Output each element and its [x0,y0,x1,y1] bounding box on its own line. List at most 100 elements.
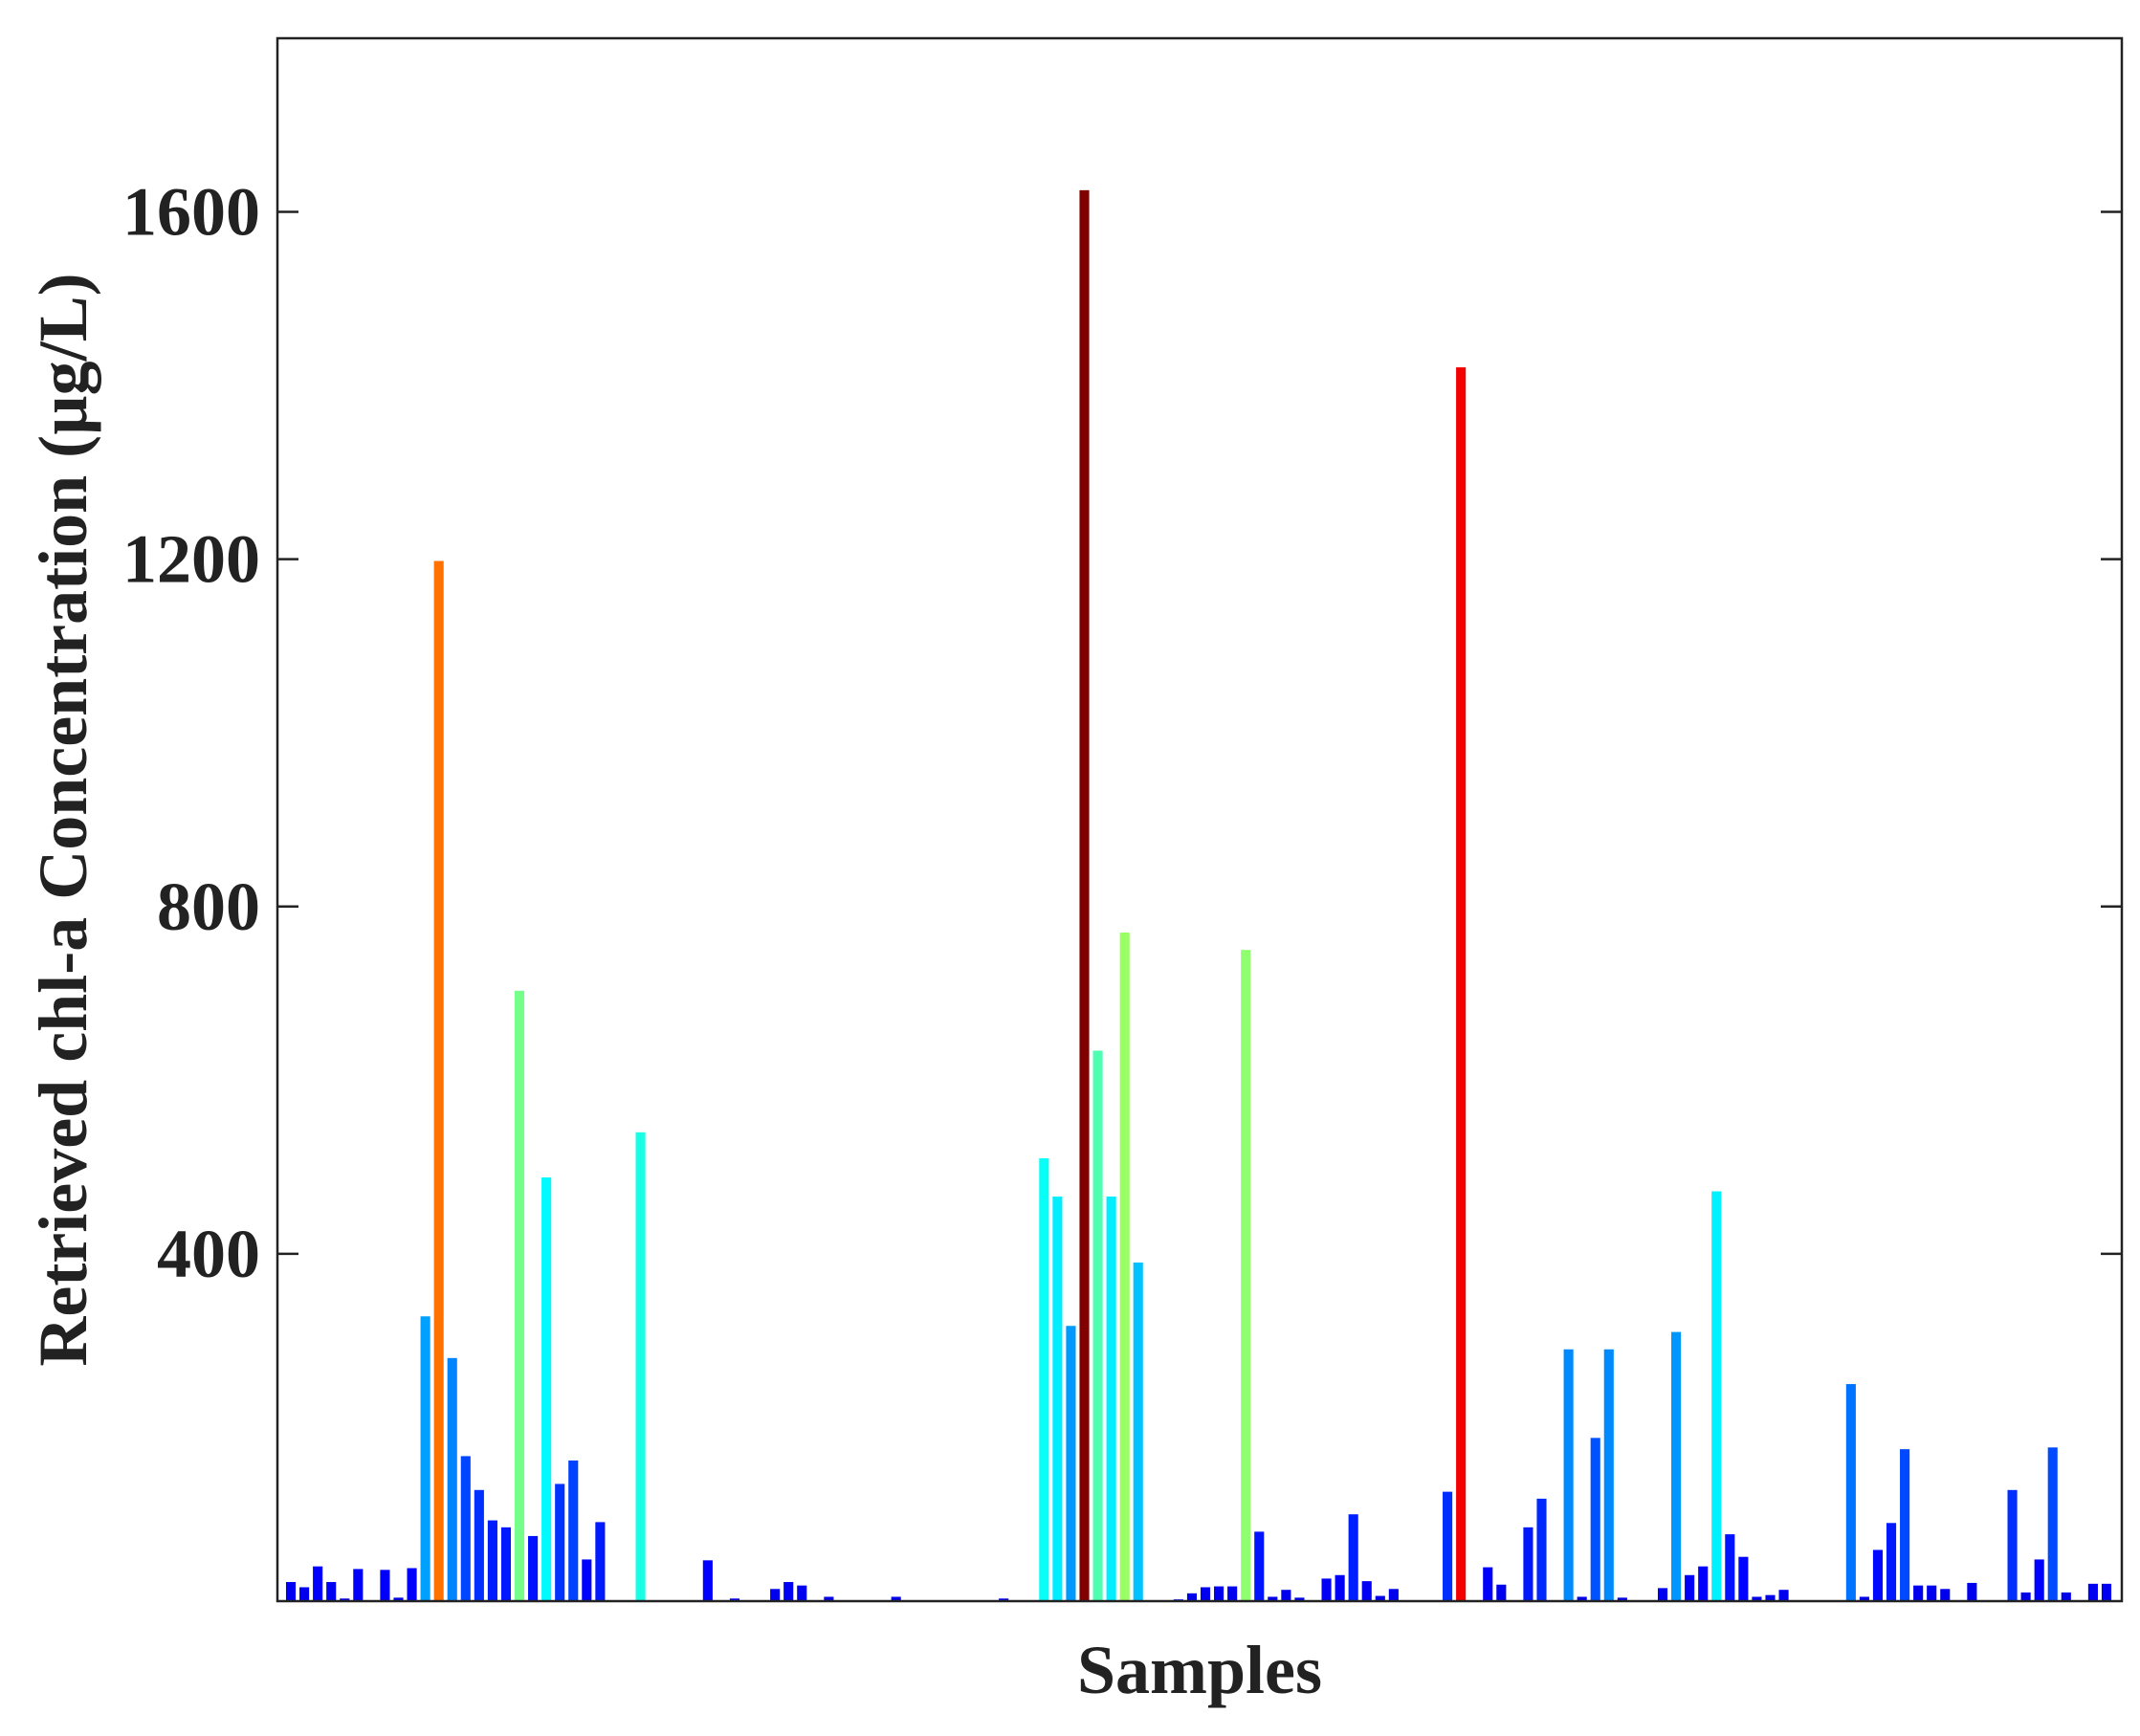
bar [1241,950,1251,1601]
bar [1092,1050,1103,1601]
bar [1119,933,1130,1601]
bar [2020,1592,2031,1601]
bar [1603,1349,1614,1601]
x-axis-title: Samples [1077,1632,1322,1708]
bar [2007,1489,2018,1601]
bar [555,1483,565,1601]
bar [635,1132,646,1601]
bar [1671,1331,1682,1601]
bar [1900,1449,1910,1601]
bar [393,1597,404,1601]
bar [1200,1587,1211,1601]
bar [1778,1590,1789,1601]
bar [1254,1531,1265,1601]
bar [1685,1574,1695,1601]
bar [1133,1262,1143,1601]
bar [1066,1326,1076,1601]
bar [797,1585,807,1601]
bar [487,1520,497,1601]
bar [1456,367,1467,1601]
bar [380,1570,390,1601]
bar [1617,1597,1627,1601]
bar [1927,1585,1937,1601]
bar [1657,1588,1668,1601]
bar [1590,1438,1600,1601]
bar [340,1598,350,1601]
bar [420,1316,430,1601]
bar [447,1357,457,1601]
bar [326,1582,337,1601]
bar-series [285,189,2112,1602]
bar [1913,1585,1924,1601]
bar [313,1566,323,1601]
bar [1268,1596,1278,1601]
bar [1765,1594,1776,1601]
bar [1214,1586,1224,1601]
bar [1523,1527,1533,1601]
bar [1859,1596,1869,1601]
bar [1079,189,1090,1602]
bar [1872,1549,1884,1601]
bar [1483,1567,1493,1601]
bar [702,1560,713,1601]
bar [2047,1447,2058,1601]
bar [541,1177,552,1601]
bar [1725,1534,1735,1601]
bar [299,1587,310,1601]
y-tick-label: 1200 [122,521,260,598]
bar [2061,1592,2071,1601]
bar [1294,1597,1305,1601]
bar [1536,1498,1547,1601]
bar [1348,1514,1358,1601]
plot-frame [276,36,2124,1603]
bar [1845,1384,1856,1601]
bar [2101,1583,2112,1601]
bar [1577,1596,1587,1601]
bar [460,1456,471,1601]
bar [729,1598,740,1601]
bar [514,990,525,1601]
bar [1039,1158,1049,1601]
y-axis: 400 800 1200 1600 [122,174,2122,1292]
bar [1967,1582,1977,1601]
y-tick-label: 400 [157,1216,260,1292]
bar [1186,1593,1198,1601]
bar [1106,1196,1116,1601]
bar [407,1568,417,1601]
y-tick-label: 1600 [122,174,260,251]
bar [2087,1583,2098,1601]
bar [999,1598,1009,1601]
bar [528,1535,539,1601]
bar [1335,1574,1345,1601]
bar [1361,1581,1372,1601]
bar [1375,1595,1385,1601]
bar [285,1582,297,1601]
bar [1886,1523,1897,1601]
bar [595,1522,606,1601]
bar [1443,1491,1453,1601]
bar [474,1489,484,1601]
bar [1281,1590,1291,1601]
bar [1752,1596,1762,1601]
bar [1940,1589,1951,1601]
y-tick-label: 800 [157,868,260,945]
bar [1698,1566,1709,1601]
bar [824,1596,834,1601]
bar [433,560,444,1601]
bar [1563,1349,1574,1601]
bar [500,1527,512,1601]
bar [1496,1584,1507,1601]
bar [1388,1589,1399,1601]
bar [1321,1578,1332,1601]
bar [1738,1556,1749,1601]
bar [891,1596,901,1601]
bar [2034,1559,2044,1601]
bar [1052,1196,1063,1601]
bar [1711,1191,1722,1601]
bar [770,1589,781,1601]
bar [783,1582,794,1601]
bar [353,1569,364,1601]
bar [568,1460,579,1601]
bar [1227,1586,1238,1601]
